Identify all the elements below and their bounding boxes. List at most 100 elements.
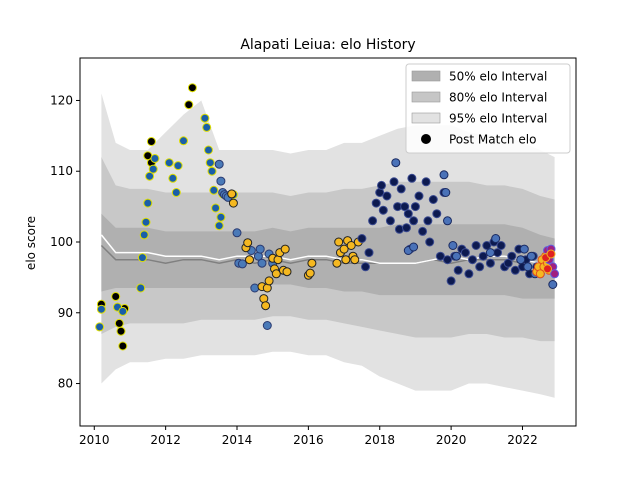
post-match-point xyxy=(400,202,410,212)
post-match-point xyxy=(136,283,146,293)
x-tick-label: 2010 xyxy=(79,433,110,447)
post-match-point xyxy=(111,292,121,301)
post-match-point xyxy=(460,248,470,258)
post-match-point xyxy=(228,198,238,208)
y-tick-label: 110 xyxy=(50,164,73,178)
post-match-point xyxy=(118,306,128,316)
post-match-point xyxy=(305,268,315,278)
post-match-point xyxy=(227,189,237,199)
post-match-point xyxy=(346,241,356,250)
post-match-point xyxy=(332,258,342,268)
post-match-point xyxy=(118,341,128,351)
post-match-point xyxy=(432,209,442,219)
post-match-point xyxy=(409,242,419,252)
post-match-point xyxy=(535,269,545,279)
post-match-point xyxy=(485,258,495,268)
post-match-point xyxy=(148,164,158,174)
post-match-point xyxy=(409,216,419,226)
post-match-point xyxy=(425,237,435,247)
x-tick-label: 2020 xyxy=(436,433,467,447)
post-match-point xyxy=(377,180,386,190)
post-match-point xyxy=(232,228,242,238)
legend-label: 80% elo Interval xyxy=(449,91,547,105)
post-match-point xyxy=(548,280,558,289)
post-match-point xyxy=(211,203,221,213)
post-match-point xyxy=(403,209,413,219)
x-tick-label: 2016 xyxy=(293,433,324,447)
post-match-point xyxy=(503,258,513,268)
legend-swatch xyxy=(411,70,441,82)
x-tick-label: 2018 xyxy=(364,433,395,447)
chart-title: Alapati Leiua: elo History xyxy=(240,37,415,53)
post-match-point xyxy=(410,202,420,212)
legend-swatch xyxy=(411,112,441,124)
post-match-point xyxy=(216,212,226,222)
post-match-point xyxy=(414,191,424,201)
post-match-point xyxy=(173,161,183,171)
x-tick-label: 2014 xyxy=(222,433,253,447)
legend-swatch xyxy=(411,91,441,103)
post-match-point xyxy=(179,136,188,146)
y-tick-label: 120 xyxy=(50,93,73,107)
post-match-point xyxy=(114,318,124,328)
post-match-point xyxy=(137,253,147,263)
post-match-point xyxy=(237,259,247,269)
post-match-point xyxy=(150,154,160,163)
post-match-point xyxy=(257,258,267,268)
post-match-points xyxy=(95,83,560,351)
post-match-point xyxy=(214,159,224,169)
legend-label: 95% elo Interval xyxy=(449,112,547,126)
post-match-point xyxy=(280,244,290,254)
post-match-point xyxy=(453,265,463,275)
post-match-point xyxy=(435,251,445,261)
y-axis-ticks: 80 90 100 110 120 xyxy=(50,93,80,391)
post-match-point xyxy=(385,216,395,226)
post-match-point xyxy=(146,137,156,146)
post-match-point xyxy=(205,158,215,168)
post-match-point xyxy=(446,276,456,286)
post-match-point xyxy=(145,171,155,181)
post-match-point xyxy=(264,276,274,286)
post-match-point xyxy=(282,267,292,277)
post-match-point xyxy=(371,198,381,208)
post-match-point xyxy=(143,198,153,208)
post-match-point xyxy=(95,322,105,332)
post-match-point xyxy=(184,100,194,110)
legend-label: 50% elo Interval xyxy=(449,70,547,84)
post-match-point xyxy=(464,269,474,279)
post-match-point xyxy=(396,184,406,194)
x-axis-ticks: 2010 2012 2014 2016 2018 2020 2022 xyxy=(79,426,538,447)
post-match-point xyxy=(216,176,226,186)
post-match-point xyxy=(204,145,213,155)
post-match-point xyxy=(116,326,126,336)
post-match-point xyxy=(378,205,388,215)
post-match-point xyxy=(207,166,217,176)
post-match-point xyxy=(368,216,378,226)
post-match-point xyxy=(171,188,181,197)
post-match-point xyxy=(491,234,501,243)
post-match-point xyxy=(96,304,106,314)
post-match-point xyxy=(339,244,349,254)
x-tick-label: 2022 xyxy=(507,433,538,447)
x-tick-label: 2012 xyxy=(150,433,181,447)
post-match-point xyxy=(507,251,517,261)
post-match-point xyxy=(546,249,556,259)
post-match-point xyxy=(141,217,151,227)
legend-label: Post Match elo xyxy=(449,133,536,147)
post-match-point xyxy=(543,264,552,274)
post-match-point xyxy=(448,241,458,250)
post-match-point xyxy=(245,255,254,265)
y-tick-label: 100 xyxy=(50,235,73,249)
post-match-point xyxy=(168,173,178,183)
post-match-point xyxy=(443,255,452,265)
post-match-point xyxy=(243,238,253,248)
post-match-point xyxy=(382,191,392,201)
post-match-point xyxy=(519,244,529,254)
post-match-point xyxy=(407,173,417,183)
post-match-point xyxy=(421,177,431,187)
post-match-point xyxy=(271,269,281,279)
legend: 50% elo Interval 80% elo Interval 95% elo … xyxy=(405,63,571,154)
post-match-point xyxy=(307,258,317,268)
legend-marker xyxy=(421,134,431,144)
post-match-point xyxy=(510,265,520,275)
